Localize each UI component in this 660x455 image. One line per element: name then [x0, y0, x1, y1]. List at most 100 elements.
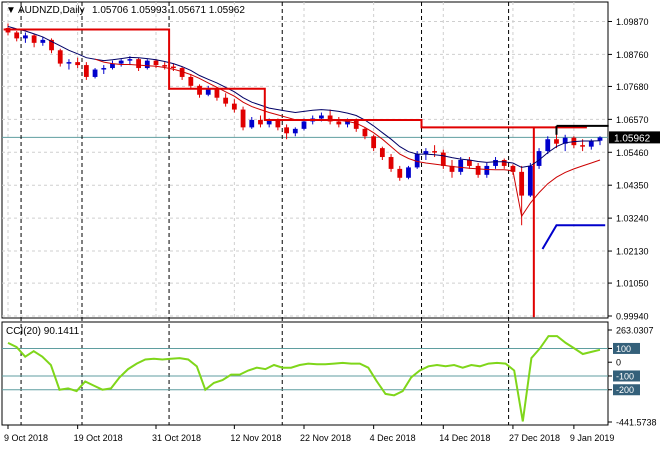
cci-tick-label: 263.0307: [616, 326, 654, 336]
candle-body: [258, 119, 263, 125]
candle-body: [292, 128, 298, 134]
candle-body: [519, 171, 525, 196]
y-tick-label: 1.05460: [616, 148, 649, 158]
x-tick-label: 12 Nov 2018: [230, 433, 281, 443]
x-tick-label: 31 Oct 2018: [152, 433, 201, 443]
candle-body: [266, 119, 272, 125]
support-line: [541, 224, 606, 250]
candle-body: [345, 119, 350, 125]
candle-body: [554, 139, 559, 144]
cci-label: CCI(20) 90.1411: [6, 326, 80, 337]
candle-body: [127, 59, 133, 61]
candle-body: [162, 65, 168, 67]
candle-body: [214, 88, 220, 98]
candle-body: [110, 63, 115, 69]
price-axis[interactable]: 1.09870 1.08760 1.07680 1.06570 1.05460 1.043…: [608, 17, 657, 428]
candle-body: [336, 121, 342, 125]
candle-body: [75, 62, 81, 66]
x-tick-label: 9 Jan 2019: [570, 433, 615, 443]
candle-body: [179, 68, 185, 77]
candle-body: [414, 154, 420, 168]
y-tick-label: 1.02130: [616, 247, 649, 257]
candle-body: [493, 159, 498, 166]
y-tick-label: 1.01050: [616, 279, 649, 289]
candle-body: [467, 159, 472, 166]
candle-body: [240, 109, 246, 128]
candle-body: [449, 165, 455, 172]
candle-body: [371, 136, 377, 149]
current-price-label: 1.05962: [614, 133, 651, 144]
candle-body: [101, 68, 107, 70]
grid-lines: [2, 2, 608, 318]
candle-body: [301, 121, 307, 129]
cci-level-box: [613, 370, 640, 382]
cci-level-box: [613, 342, 640, 354]
candle-body: [188, 76, 194, 86]
candle-body: [31, 35, 37, 43]
candle-body: [144, 60, 150, 69]
cci-tick-label: 0: [616, 358, 621, 368]
candle-body: [171, 66, 176, 69]
collapse-triangle-icon[interactable]: ▼: [6, 5, 16, 16]
y-tick-label: 1.03240: [616, 214, 649, 224]
x-tick-label: 14 Dec 2018: [439, 433, 490, 443]
candle-body: [136, 59, 141, 69]
candle-body: [597, 137, 603, 141]
slow-moving-average-line: [94, 58, 601, 218]
candle-body: [319, 115, 324, 119]
x-tick-label: 27 Dec 2018: [509, 433, 560, 443]
candle-body: [57, 50, 63, 64]
overlays: [3, 26, 609, 250]
candle-body: [580, 145, 585, 147]
symbol-label: AUDNZD,Daily: [18, 5, 85, 16]
candle-body: [527, 165, 533, 196]
candle-body: [205, 88, 211, 95]
candle-body: [49, 39, 54, 51]
candle-body: [510, 165, 516, 172]
candle-body: [66, 62, 72, 64]
x-tick-label: 9 Oct 2018: [4, 433, 48, 443]
cci-tick-label: -100: [616, 371, 634, 381]
candle-body: [362, 128, 368, 137]
candle-body: [14, 32, 20, 39]
cci-tick-label: -200: [616, 385, 634, 395]
cci-indicator: [2, 335, 608, 422]
candle-body: [536, 151, 542, 166]
candle-body: [406, 167, 411, 178]
candle-body: [23, 35, 28, 39]
ohlc-label: 1.05706 1.05993 1.05671 1.05962: [92, 5, 245, 16]
cci-line: [7, 335, 601, 422]
current-price-box: [609, 131, 660, 144]
cci-level-box: [613, 384, 640, 396]
x-tick-label: 4 Dec 2018: [370, 433, 416, 443]
vertical-markers: [20, 2, 510, 425]
candle-body: [153, 60, 159, 66]
candle-body: [475, 165, 481, 175]
candle-body: [353, 119, 359, 129]
y-tick-label: 1.07680: [616, 82, 649, 92]
time-axis[interactable]: 9 Oct 2018 19 Oct 2018 31 Oct 2018 12 Nov 2…: [4, 425, 614, 443]
cci-tick-label: -441.5738: [616, 418, 657, 428]
candle-body: [562, 137, 568, 144]
candle-body: [388, 157, 394, 169]
candle-body: [397, 168, 403, 178]
candle-body: [40, 39, 46, 43]
candle-body: [545, 139, 551, 152]
main-panel-frame: [1, 1, 609, 319]
candle-body: [423, 151, 429, 155]
candle-body: [501, 159, 507, 166]
candle-body: [231, 103, 237, 110]
candle-body: [327, 115, 333, 122]
fast-moving-average-line: [7, 26, 601, 168]
x-tick-label: 19 Oct 2018: [74, 433, 123, 443]
y-tick-label: 0.99940: [616, 312, 649, 322]
candle-body: [118, 60, 124, 64]
resistance-step-line: [3, 28, 587, 129]
candle-body: [92, 69, 98, 77]
candle-body: [458, 159, 464, 172]
x-tick-label: 22 Nov 2018: [300, 433, 351, 443]
candle-body: [440, 152, 446, 166]
